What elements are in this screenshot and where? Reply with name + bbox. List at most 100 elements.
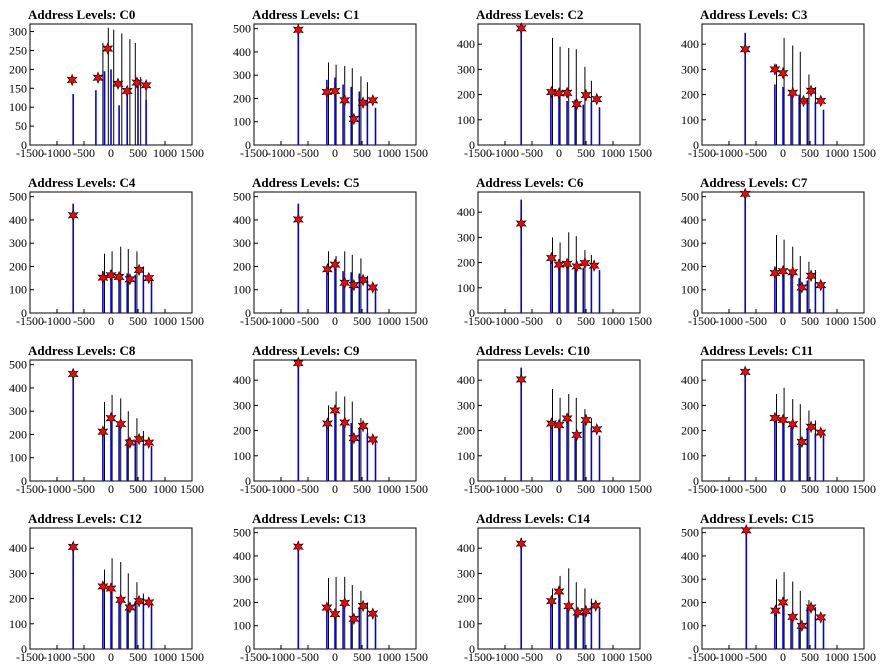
- x-tick-label: 1500: [180, 146, 204, 160]
- panel-8: Address Levels: C8-1500 -1000 -500 0 500 1000…: [9, 343, 204, 496]
- y-tick-label: 200: [681, 88, 699, 102]
- y-tick-label: 0: [693, 474, 699, 488]
- x-tick-label: -1500: [688, 482, 716, 496]
- peak-star-marker: [113, 270, 125, 284]
- x-tick-label: -500: [297, 314, 319, 328]
- y-tick-label: 100: [233, 283, 251, 297]
- y-tick-label: 200: [9, 427, 27, 441]
- x-tick-label: -1000: [715, 146, 743, 160]
- peak-star-marker: [796, 435, 808, 449]
- y-tick-label: 300: [233, 68, 251, 82]
- peak-star-marker: [740, 524, 752, 537]
- y-tick-label: 0: [693, 138, 699, 152]
- x-tick-label: 1500: [404, 146, 428, 160]
- y-tick-label: 0: [469, 306, 475, 320]
- x-tick-label: 1000: [825, 146, 849, 160]
- peak-star-marker: [815, 278, 827, 292]
- x-tick-label: -1500: [16, 482, 44, 496]
- x-tick-label: -1500: [240, 146, 268, 160]
- peak-star-marker: [124, 272, 136, 286]
- peak-star-marker: [97, 425, 109, 438]
- y-tick-label: 100: [457, 617, 475, 631]
- x-tick-label: 0: [780, 482, 786, 496]
- peak-star-marker: [367, 94, 379, 107]
- x-tick-label: 0: [108, 482, 114, 496]
- peak-star-marker: [105, 268, 117, 282]
- x-tick-label: 1500: [852, 650, 876, 664]
- x-tick-label: -500: [73, 146, 95, 160]
- x-tick-label: -500: [297, 146, 319, 160]
- peak-star-marker: [115, 593, 127, 607]
- peak-star-marker: [588, 259, 600, 272]
- x-tick-label: -1000: [43, 482, 71, 496]
- x-tick-label: -1000: [715, 482, 743, 496]
- y-tick-label: 500: [9, 190, 27, 204]
- y-tick-label: 250: [9, 43, 27, 57]
- peak-star-marker: [115, 417, 127, 431]
- y-tick-label: 500: [233, 526, 251, 540]
- y-tick-label: 200: [457, 256, 475, 270]
- y-tick-label: 300: [681, 572, 699, 586]
- peak-star-marker: [515, 537, 527, 550]
- y-tick-label: 100: [457, 281, 475, 295]
- y-tick-label: 100: [233, 449, 251, 463]
- panel-11: Address Levels: C11 -1500 -1000 -500 0 500 100…: [681, 343, 876, 496]
- panel-14: Address Levels: C14 -1500 -1000 -500 0 500 100…: [457, 511, 652, 664]
- y-tick-label: 100: [9, 100, 27, 114]
- y-tick-label: 0: [21, 138, 27, 152]
- x-tick-label: -1500: [464, 314, 492, 328]
- y-tick-label: 0: [245, 642, 251, 656]
- x-tick-label: -1500: [464, 146, 492, 160]
- chart-title: Address Levels: C13: [252, 511, 366, 526]
- panel-7: Address Levels: C7-1500 -1000 -500 0 500 1000…: [681, 175, 876, 328]
- y-tick-label: 50: [15, 119, 27, 133]
- x-tick-label: 500: [353, 314, 371, 328]
- panel-10: Address Levels: C10 -1500 -1000 -500 0 500 100…: [457, 343, 652, 496]
- x-tick-label: 1500: [852, 146, 876, 160]
- x-tick-label: 500: [129, 146, 147, 160]
- x-tick-label: -500: [73, 482, 95, 496]
- peak-star-marker: [777, 264, 789, 278]
- peak-star-marker: [102, 42, 114, 55]
- peak-star-marker: [321, 417, 333, 430]
- x-tick-label: 1500: [180, 650, 204, 664]
- x-tick-label: 0: [332, 314, 338, 328]
- x-tick-label: -1000: [491, 650, 519, 664]
- x-tick-label: 1500: [404, 482, 428, 496]
- x-tick-label: -1000: [491, 146, 519, 160]
- x-tick-label: 1000: [153, 650, 177, 664]
- y-tick-label: 300: [457, 62, 475, 76]
- x-tick-label: -1500: [16, 146, 44, 160]
- peak-star-marker: [739, 42, 751, 56]
- y-tick-label: 100: [9, 451, 27, 465]
- peak-star-marker: [769, 266, 781, 280]
- peak-star-marker: [133, 263, 145, 277]
- peak-star-marker: [545, 85, 557, 99]
- x-tick-label: 1000: [601, 482, 625, 496]
- x-tick-label: 0: [556, 650, 562, 664]
- x-tick-label: 0: [556, 314, 562, 328]
- peak-star-marker: [339, 94, 351, 107]
- x-tick-label: 1500: [628, 482, 652, 496]
- x-tick-label: -1500: [688, 146, 716, 160]
- x-tick-label: 1500: [180, 482, 204, 496]
- x-tick-label: 500: [801, 650, 819, 664]
- x-tick-label: 500: [129, 650, 147, 664]
- peak-star-marker: [571, 260, 583, 273]
- y-tick-label: 200: [681, 424, 699, 438]
- y-tick-label: 200: [457, 592, 475, 606]
- y-tick-label: 100: [681, 283, 699, 297]
- x-tick-label: 1000: [601, 314, 625, 328]
- y-tick-label: 200: [233, 424, 251, 438]
- x-tick-label: -1000: [491, 314, 519, 328]
- y-tick-label: 200: [233, 259, 251, 273]
- peak-star-marker: [591, 423, 603, 436]
- x-tick-label: -1000: [267, 482, 295, 496]
- peak-star-marker: [571, 97, 583, 111]
- panel-9: Address Levels: C9-1500 -1000 -500 0 500 1000…: [233, 343, 428, 496]
- x-tick-label: -1000: [267, 314, 295, 328]
- y-tick-label: 200: [233, 91, 251, 105]
- x-tick-label: 1500: [404, 314, 428, 328]
- peak-star-marker: [329, 607, 341, 621]
